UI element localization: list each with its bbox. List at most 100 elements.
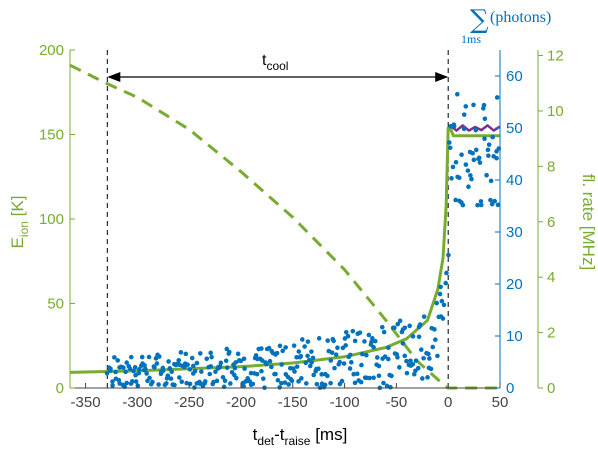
annotations bbox=[107, 72, 449, 82]
data-point bbox=[220, 374, 226, 380]
data-point bbox=[108, 366, 113, 372]
data-point bbox=[160, 365, 166, 371]
data-point bbox=[214, 378, 220, 384]
data-point bbox=[339, 378, 345, 384]
data-point bbox=[494, 155, 499, 161]
data-point bbox=[461, 112, 467, 117]
data-point bbox=[490, 134, 495, 140]
data-point bbox=[185, 362, 190, 367]
data-point bbox=[418, 347, 424, 352]
data-point bbox=[413, 358, 419, 363]
data-point bbox=[187, 381, 193, 387]
data-point bbox=[371, 375, 376, 381]
data-point bbox=[199, 369, 204, 374]
series-line-2 bbox=[449, 124, 501, 132]
data-point bbox=[139, 354, 145, 360]
y-tick-label-photons: 50 bbox=[506, 120, 523, 137]
data-point bbox=[296, 349, 302, 354]
data-point bbox=[305, 339, 311, 344]
data-point bbox=[451, 123, 457, 129]
y-axis-label-photons-expr: (photons) bbox=[490, 9, 551, 26]
data-point bbox=[133, 379, 139, 384]
x-tick-label: -50 bbox=[386, 394, 408, 411]
data-point bbox=[156, 382, 161, 387]
y-tick-label-rate: 12 bbox=[547, 48, 564, 65]
data-point bbox=[444, 270, 449, 276]
data-point bbox=[379, 324, 385, 330]
data-point bbox=[440, 316, 446, 321]
data-point bbox=[463, 162, 469, 167]
data-point bbox=[166, 359, 171, 364]
data-point bbox=[421, 314, 427, 319]
data-point bbox=[447, 145, 453, 151]
data-point bbox=[264, 361, 269, 367]
y-tick-label-left: 50 bbox=[47, 296, 64, 313]
data-point bbox=[439, 298, 445, 304]
data-point bbox=[453, 159, 459, 165]
data-point bbox=[443, 280, 448, 286]
tcool-arrow-head-right bbox=[435, 72, 449, 82]
data-point bbox=[124, 360, 130, 365]
data-point bbox=[489, 201, 495, 207]
data-point bbox=[213, 369, 218, 375]
data-point bbox=[450, 164, 456, 170]
data-point bbox=[388, 384, 393, 390]
data-point bbox=[311, 372, 316, 378]
data-point bbox=[364, 352, 369, 358]
data-point bbox=[224, 346, 230, 352]
data-point bbox=[209, 354, 214, 360]
data-point bbox=[425, 375, 430, 380]
data-point bbox=[345, 333, 351, 339]
data-point bbox=[197, 351, 203, 356]
x-tick-label: -300 bbox=[122, 394, 152, 411]
data-point bbox=[300, 337, 305, 342]
series-layer bbox=[69, 63, 502, 391]
data-point bbox=[437, 291, 443, 297]
data-point bbox=[294, 354, 299, 360]
data-point bbox=[176, 358, 182, 363]
data-point bbox=[143, 366, 148, 372]
data-point bbox=[486, 142, 492, 147]
data-point bbox=[169, 369, 174, 375]
x-tick-label: 50 bbox=[492, 394, 509, 411]
data-point bbox=[291, 343, 297, 348]
data-point bbox=[154, 361, 160, 366]
data-point bbox=[385, 356, 391, 362]
data-point bbox=[299, 376, 304, 381]
x-tick-label: -250 bbox=[174, 394, 204, 411]
data-point bbox=[376, 363, 382, 369]
tcool-arrow-head-left bbox=[107, 72, 121, 82]
data-point bbox=[446, 140, 452, 145]
data-point bbox=[316, 366, 321, 372]
data-point bbox=[136, 370, 142, 376]
data-point bbox=[416, 334, 422, 340]
data-point bbox=[233, 360, 239, 365]
data-point bbox=[434, 300, 439, 306]
data-point bbox=[432, 327, 437, 332]
data-point bbox=[277, 385, 282, 390]
data-point bbox=[305, 353, 310, 359]
data-point bbox=[304, 381, 309, 386]
data-point bbox=[192, 368, 198, 374]
data-point bbox=[332, 365, 337, 371]
y-tick-label-photons: 10 bbox=[506, 328, 523, 345]
data-point bbox=[280, 348, 285, 354]
data-point bbox=[352, 380, 358, 386]
data-point bbox=[164, 381, 169, 386]
data-point bbox=[227, 349, 232, 355]
data-point bbox=[254, 371, 260, 377]
data-point bbox=[124, 380, 129, 386]
data-point bbox=[478, 199, 484, 204]
data-point bbox=[438, 284, 443, 290]
data-point bbox=[331, 338, 336, 344]
data-point bbox=[269, 364, 274, 370]
data-point bbox=[347, 352, 353, 358]
data-point bbox=[435, 353, 440, 359]
data-point bbox=[283, 345, 288, 350]
data-point bbox=[307, 363, 313, 369]
data-point bbox=[260, 376, 266, 381]
data-point bbox=[296, 379, 301, 384]
data-point bbox=[309, 360, 314, 365]
y-tick-label-photons: 20 bbox=[506, 276, 523, 293]
data-point bbox=[395, 321, 401, 327]
